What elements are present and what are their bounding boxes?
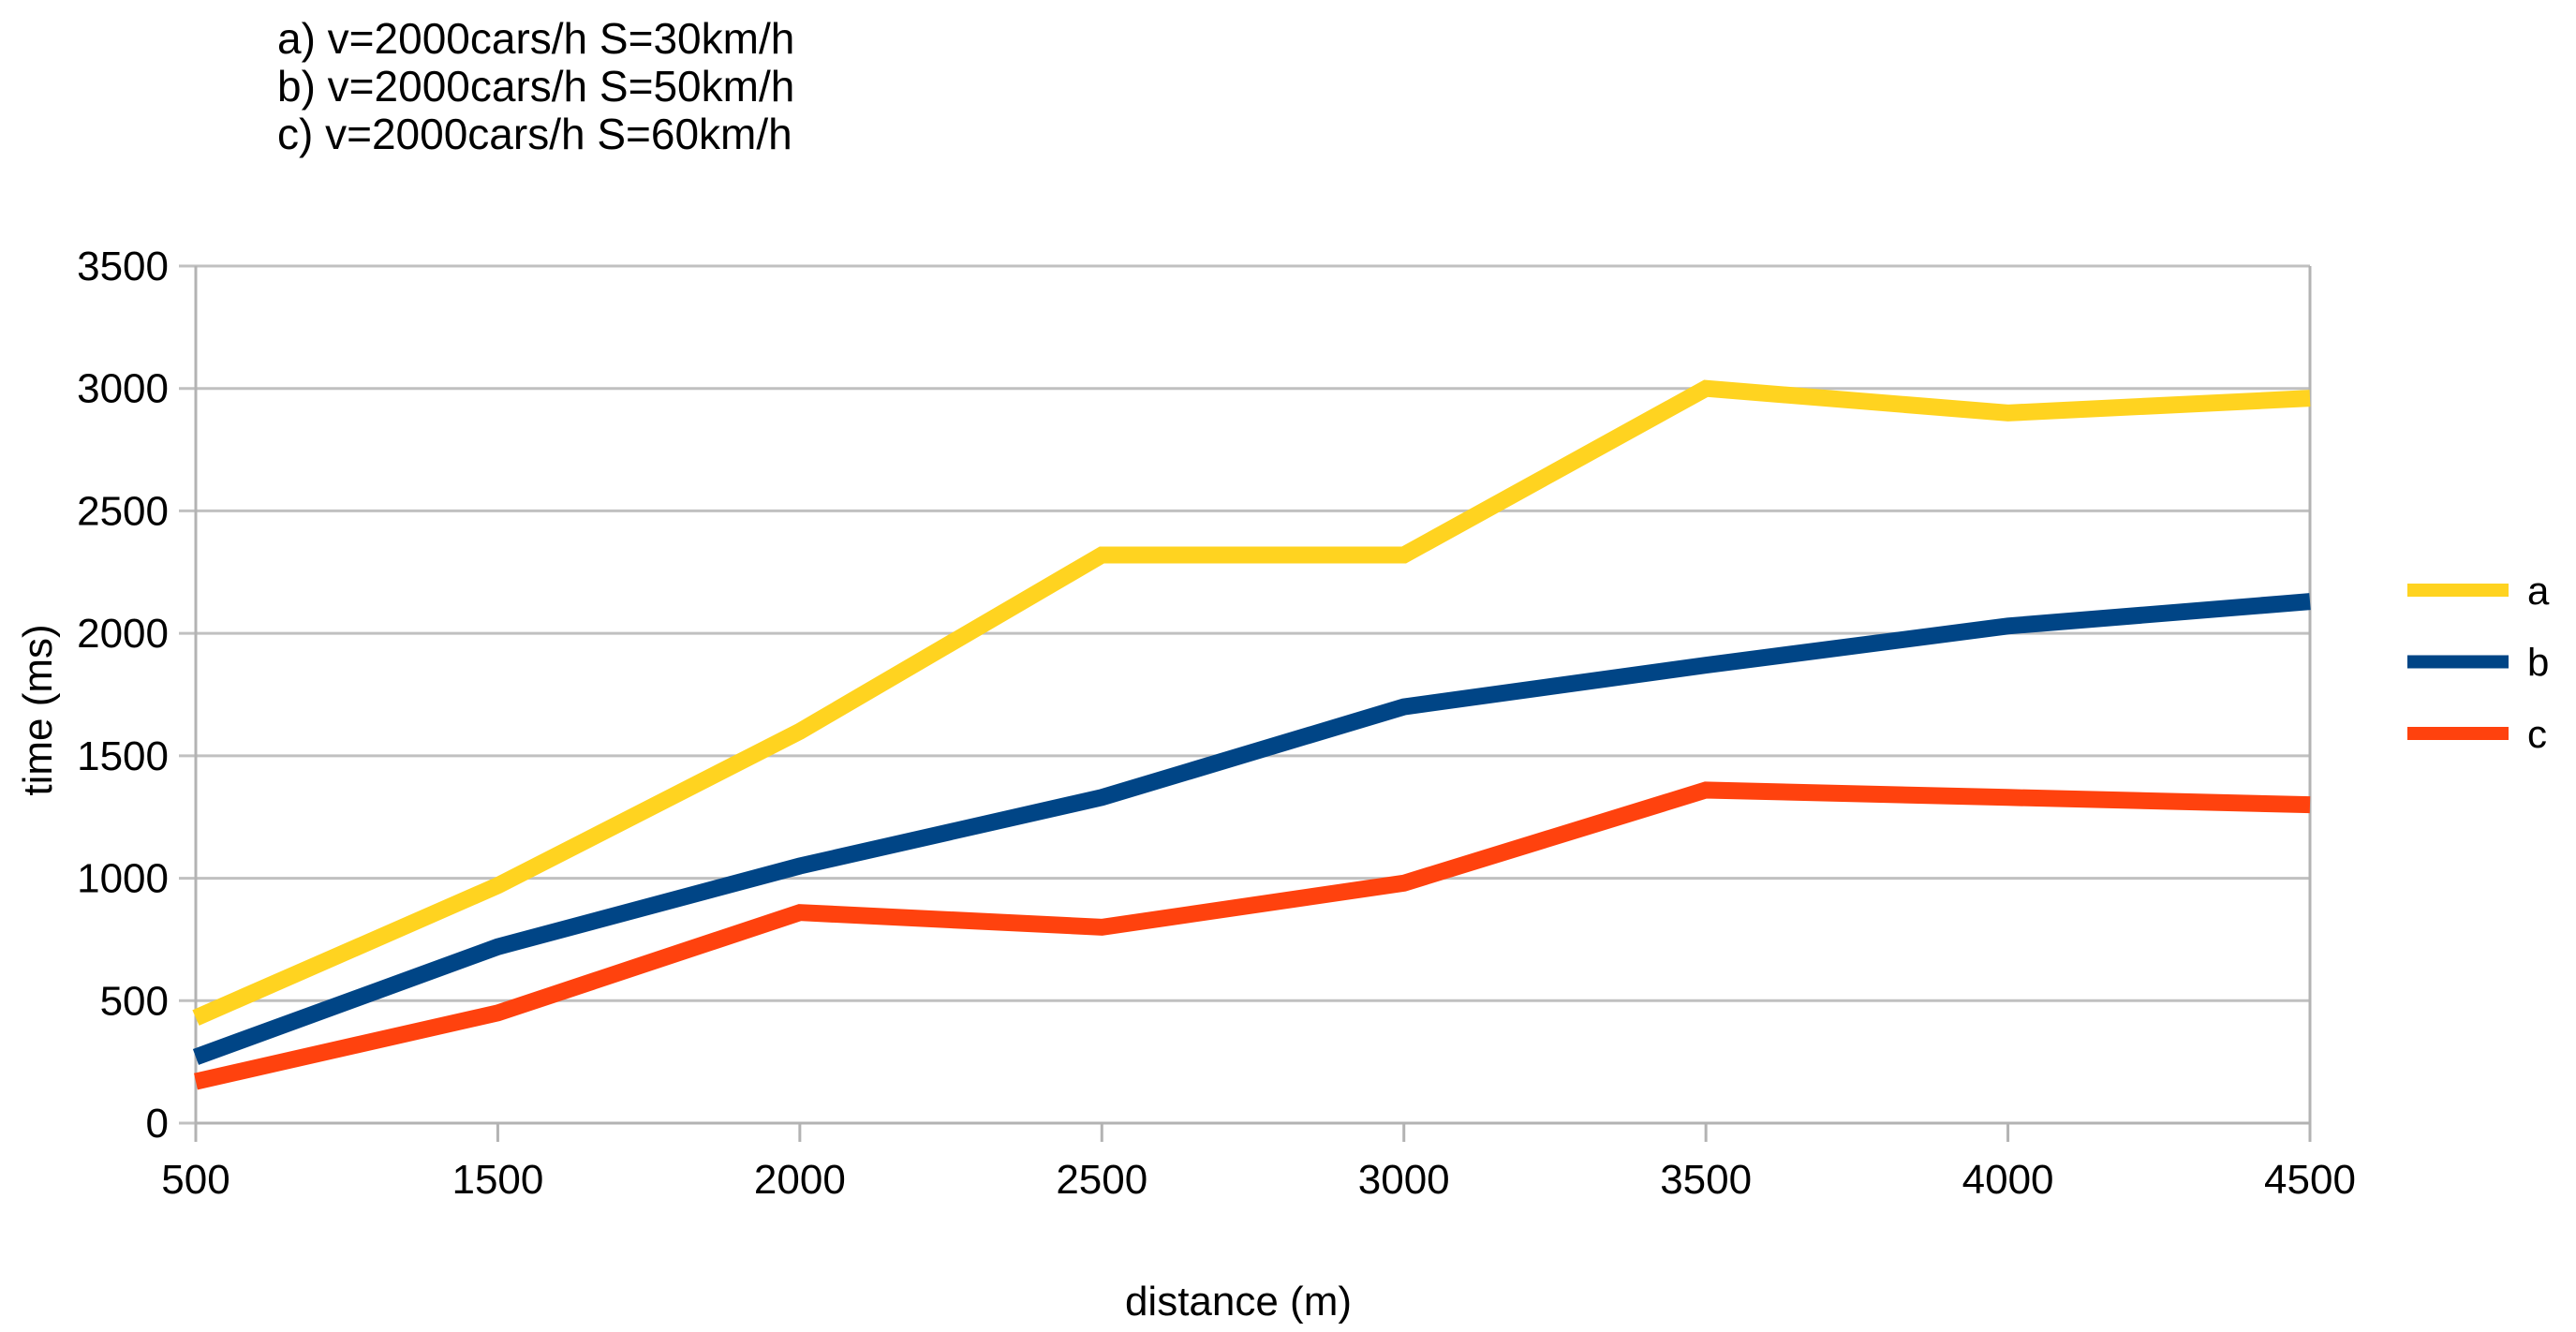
x-tick-label: 2500 [1056,1157,1147,1203]
series-line-b [192,593,2311,1065]
y-tick-label: 3000 [77,366,169,412]
legend-swatch-a [2407,584,2509,597]
y-tick-label: 1000 [77,856,169,902]
y-tick-label: 1500 [77,733,169,779]
chart-title-block: a) v=2000cars/h S=30km/h b) v=2000cars/h… [277,15,794,158]
y-tick-label: 3500 [77,244,169,289]
y-tick-label: 500 [100,978,169,1024]
legend-swatch-c [2407,727,2509,740]
x-axis-title: distance (m) [1125,1279,1352,1325]
legend-swatch-b [2407,655,2509,669]
series-line-c [194,781,2311,1090]
x-tick-label: 3500 [1660,1157,1752,1203]
x-tick-label: 4000 [1962,1157,2054,1203]
legend-label-b: b [2527,641,2549,685]
legend-label-c: c [2527,712,2547,756]
legend: abc [2407,569,2550,756]
title-line-b: b) v=2000cars/h S=50km/h [277,62,795,111]
y-tick-label: 2000 [77,611,169,657]
x-tick-label: 2000 [754,1157,846,1203]
title-line-c: c) v=2000cars/h S=60km/h [277,110,792,158]
series-line-a [192,379,2311,1026]
x-tick-label: 1500 [452,1157,543,1203]
title-line-a: a) v=2000cars/h S=30km/h [277,14,795,63]
y-axis-title: time (ms) [15,624,61,795]
x-tick-label: 500 [161,1157,229,1203]
x-tick-label: 4500 [2264,1157,2356,1203]
y-tick-label: 0 [146,1101,169,1147]
legend-label-a: a [2527,569,2550,613]
y-tick-label: 2500 [77,488,169,534]
x-tick-label: 3000 [1358,1157,1450,1203]
series-layer [192,379,2311,1090]
ticklabel-layer: 0 500 1000 1500 2000 2500 3000 3500 500 1500 2000 2… [77,244,2356,1203]
